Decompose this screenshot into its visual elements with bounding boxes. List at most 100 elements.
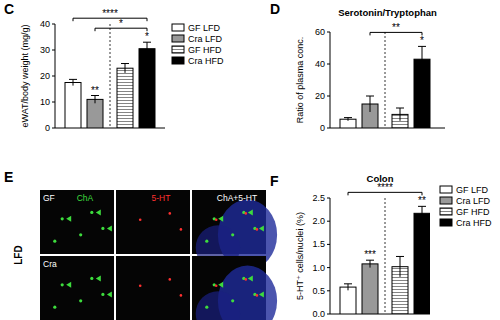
arrow (248, 275, 253, 281)
y-tick-label: 0.5 (312, 286, 325, 296)
micrograph-bg (40, 190, 114, 254)
significance: **** (102, 8, 118, 19)
arrow (96, 209, 101, 215)
micrograph-bg (116, 256, 190, 320)
cell-signal (61, 217, 64, 220)
cell-signal (101, 293, 104, 296)
micrograph (192, 256, 277, 320)
y-tick (327, 314, 330, 315)
y-tick (327, 128, 330, 129)
arrow (107, 291, 112, 297)
arrow (66, 216, 71, 222)
bar (362, 264, 378, 314)
bar (340, 287, 356, 314)
cell-signal (215, 219, 218, 222)
significance: * (420, 35, 424, 46)
cell-signal (180, 294, 183, 297)
y-tick (327, 221, 330, 222)
legend-label: Cra LFD (456, 196, 491, 206)
significance: ** (392, 22, 400, 33)
error-cap (396, 108, 404, 109)
legend-swatch (172, 35, 184, 42)
cell-signal (205, 240, 208, 243)
group-divider (385, 32, 386, 128)
cell-signal (139, 285, 142, 288)
micrograph-bg (40, 256, 114, 320)
y-tick (52, 102, 55, 103)
legend-swatch (172, 57, 184, 64)
arrow (218, 216, 223, 222)
legend-swatch (440, 208, 452, 215)
cell-signal (79, 233, 82, 236)
comparison-bracket: * (95, 18, 147, 31)
error-stem (400, 108, 401, 121)
error-bar (418, 206, 426, 220)
cell-signal (180, 228, 183, 231)
row-label: GF (43, 193, 55, 203)
significance: * (119, 18, 123, 29)
error-bar (143, 42, 151, 55)
y-tick-label: 0 (320, 123, 325, 133)
arrow (259, 291, 264, 297)
legend-label: Cra HFD (188, 56, 224, 66)
bar (414, 213, 430, 314)
arrow (96, 275, 101, 281)
legend-swatch (440, 197, 452, 204)
y-tick-label: 60 (315, 27, 325, 37)
error-bar (418, 46, 426, 72)
legend-swatch (172, 24, 184, 31)
y-axis (330, 32, 331, 128)
error-bar (396, 108, 404, 121)
significance: ** (91, 85, 99, 96)
error-stem (370, 96, 371, 112)
cell-signal (53, 240, 56, 243)
y-tick (52, 76, 55, 77)
comparison-bracket: ** (370, 22, 422, 35)
cell-signal (231, 233, 234, 236)
nuclei-stain (196, 291, 240, 320)
y-tick-label: 2.0 (312, 216, 325, 226)
legend-label: Cra LFD (188, 34, 223, 44)
error-stem (95, 96, 96, 104)
cell-signal (205, 306, 208, 309)
y-label: eWAT/body weight (mg/g) (20, 24, 30, 127)
micrograph (116, 256, 190, 320)
error-bar (69, 79, 77, 85)
image-panel: EChA5-HTChA+5-HTGFCraLFD (4, 169, 277, 320)
legend-label: GF HFD (456, 207, 490, 217)
y-tick-label: 1.0 (312, 263, 325, 273)
error-bar (121, 64, 129, 73)
error-stem (400, 256, 401, 276)
bar (117, 68, 133, 128)
micrograph (116, 190, 190, 254)
arrow (107, 225, 112, 231)
y-label: 5-HT⁺ cells/nuclei (%) (295, 212, 305, 300)
legend-swatch (172, 46, 184, 53)
cell-signal (79, 299, 82, 302)
error-stem (147, 42, 148, 55)
y-tick (52, 128, 55, 129)
significance: * (145, 31, 149, 42)
channel-label: 5-HT (152, 193, 171, 203)
y-tick-label: 20 (315, 91, 325, 101)
panel-label: E (4, 169, 13, 185)
cell-signal (245, 212, 248, 215)
legend: GF LFDCra LFDGF HFDCra HFD (172, 23, 224, 66)
cell-signal (90, 277, 93, 280)
legend-label: Cra HFD (456, 218, 492, 228)
cell-signal (231, 299, 234, 302)
y-tick-label: 10 (40, 97, 50, 107)
y-tick (52, 24, 55, 25)
y-tick (327, 96, 330, 97)
cell-signal (139, 219, 142, 222)
arrow (259, 225, 264, 231)
y-tick-label: 40 (315, 59, 325, 69)
cell-signal (169, 278, 172, 281)
chart-panel: FColon0.00.51.01.52.02.55-HT⁺ cells/nucl… (270, 173, 492, 319)
panel-label: D (270, 1, 280, 17)
significance: ** (418, 195, 426, 206)
chart-panel: DSerotonin/Tryptophan0204060Ratio of pla… (270, 1, 445, 133)
error-cap (344, 117, 352, 118)
cell-signal (169, 212, 172, 215)
micrograph (40, 256, 114, 320)
